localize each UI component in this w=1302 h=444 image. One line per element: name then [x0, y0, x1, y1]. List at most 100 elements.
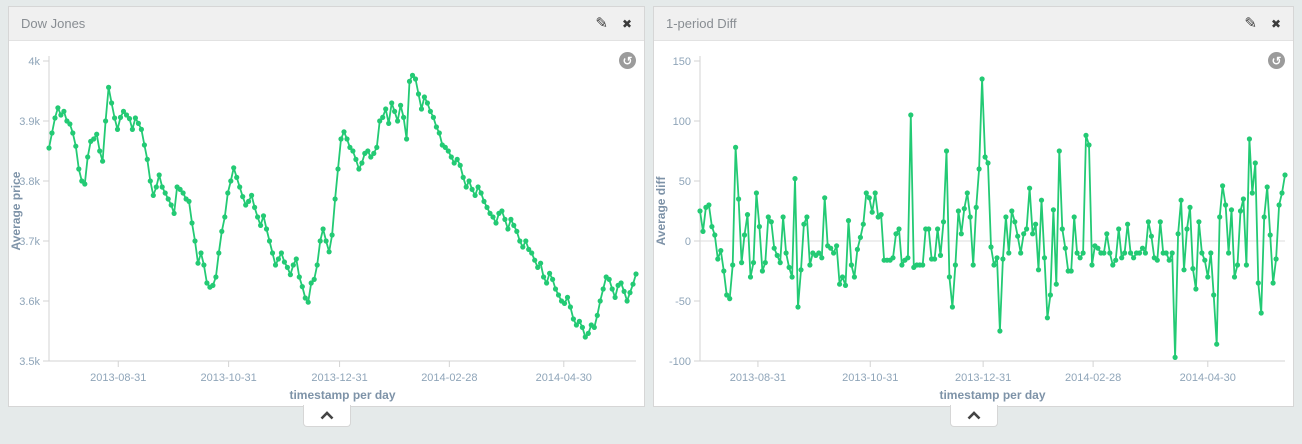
data-point: [949, 304, 955, 310]
data-point: [103, 118, 109, 124]
data-point: [1021, 231, 1027, 237]
data-point: [192, 238, 198, 244]
data-point: [1148, 233, 1154, 239]
data-point: [863, 190, 869, 196]
data-point: [1044, 315, 1050, 321]
data-point: [1199, 250, 1205, 256]
data-point: [246, 198, 252, 204]
close-icon[interactable]: ✖: [621, 16, 632, 31]
data-point: [765, 214, 771, 220]
data-point: [1252, 160, 1258, 166]
data-point: [908, 112, 914, 118]
data-point: [1139, 245, 1146, 251]
data-point: [1193, 286, 1199, 292]
data-point: [210, 282, 216, 288]
x-tick-label: 2013-08-31: [730, 372, 786, 384]
data-point: [1208, 250, 1214, 256]
y-tick-label: 3.8k: [19, 176, 40, 188]
data-point: [783, 250, 789, 256]
edit-icon[interactable]: ✎: [1244, 15, 1257, 32]
data-point: [85, 154, 91, 160]
data-point: [326, 249, 332, 255]
data-point: [457, 162, 463, 168]
data-point: [132, 115, 138, 121]
data-point: [180, 190, 186, 196]
data-point: [70, 130, 76, 136]
data-point: [1276, 202, 1282, 208]
data-point: [365, 148, 371, 154]
data-point: [1113, 257, 1119, 263]
data-point: [389, 100, 395, 106]
data-point: [1234, 262, 1241, 268]
data-point: [618, 280, 624, 286]
data-point: [490, 214, 496, 220]
data-point: [258, 222, 264, 228]
series-line: [699, 78, 1286, 359]
data-point: [460, 174, 466, 180]
data-point: [837, 281, 843, 287]
data-point: [857, 234, 863, 240]
data-point: [736, 196, 742, 202]
panel-header[interactable]: 1-period Diff ✎ ✖: [654, 7, 1293, 41]
data-point: [505, 226, 511, 232]
data-point: [792, 176, 798, 182]
data-point: [1228, 207, 1235, 213]
data-point: [1142, 250, 1148, 256]
data-point: [789, 274, 795, 280]
period-diff-chart[interactable]: 150 100 50 0 -50 -100 2013-08-31 2013-10-31 2013…: [654, 41, 1293, 406]
data-point: [715, 256, 721, 262]
panel-dow-jones: Dow Jones ✎ ✖ ↺ 4k 3.9k 3.8k 3.7k 3.6k 3.5k 20…: [8, 6, 645, 427]
data-point: [418, 106, 425, 112]
data-point: [544, 280, 550, 286]
data-point: [237, 184, 243, 190]
data-point: [798, 267, 804, 273]
data-point: [263, 226, 270, 232]
dow-jones-chart[interactable]: 4k 3.9k 3.8k 3.7k 3.6k 3.5k 2013-08-31 2013-10-…: [9, 41, 644, 406]
data-point: [1119, 255, 1125, 261]
data-point: [724, 292, 730, 298]
data-point: [591, 324, 597, 330]
data-point: [249, 192, 255, 198]
data-point: [395, 118, 401, 124]
data-point: [744, 212, 751, 218]
data-point: [106, 84, 112, 90]
data-point: [234, 174, 240, 180]
data-point: [123, 112, 130, 118]
x-axis-title: timestamp per day: [289, 388, 395, 402]
data-point: [404, 136, 410, 142]
data-point: [1181, 267, 1187, 273]
data-point: [126, 116, 133, 122]
x-tick-label: 2014-04-30: [536, 372, 592, 384]
data-point: [535, 264, 541, 270]
data-point: [311, 276, 317, 282]
collapse-row-button[interactable]: [302, 405, 351, 427]
reset-zoom-icon[interactable]: ↺: [1268, 52, 1285, 69]
data-point: [1015, 233, 1021, 239]
data-point: [774, 252, 780, 258]
reset-zoom-icon[interactable]: ↺: [619, 52, 636, 69]
data-point: [240, 194, 246, 200]
edit-icon[interactable]: ✎: [595, 15, 608, 32]
data-point: [1006, 250, 1012, 256]
data-point: [114, 126, 121, 132]
data-point: [472, 192, 478, 198]
data-point: [946, 274, 952, 280]
y-tick-label: 3.5k: [19, 356, 40, 368]
data-point: [890, 255, 896, 261]
data-point: [320, 226, 326, 232]
data-point: [58, 112, 64, 118]
data-point: [1231, 274, 1238, 280]
data-point: [1086, 142, 1092, 148]
collapse-row-button[interactable]: [949, 405, 998, 427]
data-point: [177, 186, 183, 192]
data-point: [1116, 226, 1122, 232]
data-point: [1223, 202, 1229, 208]
data-point: [727, 296, 733, 302]
data-point: [988, 244, 994, 250]
data-point: [350, 148, 356, 154]
data-point: [630, 281, 636, 287]
data-point: [570, 316, 577, 322]
data-point: [1071, 214, 1077, 220]
panel-header[interactable]: Dow Jones ✎ ✖: [9, 7, 644, 41]
close-icon[interactable]: ✖: [1270, 16, 1281, 31]
